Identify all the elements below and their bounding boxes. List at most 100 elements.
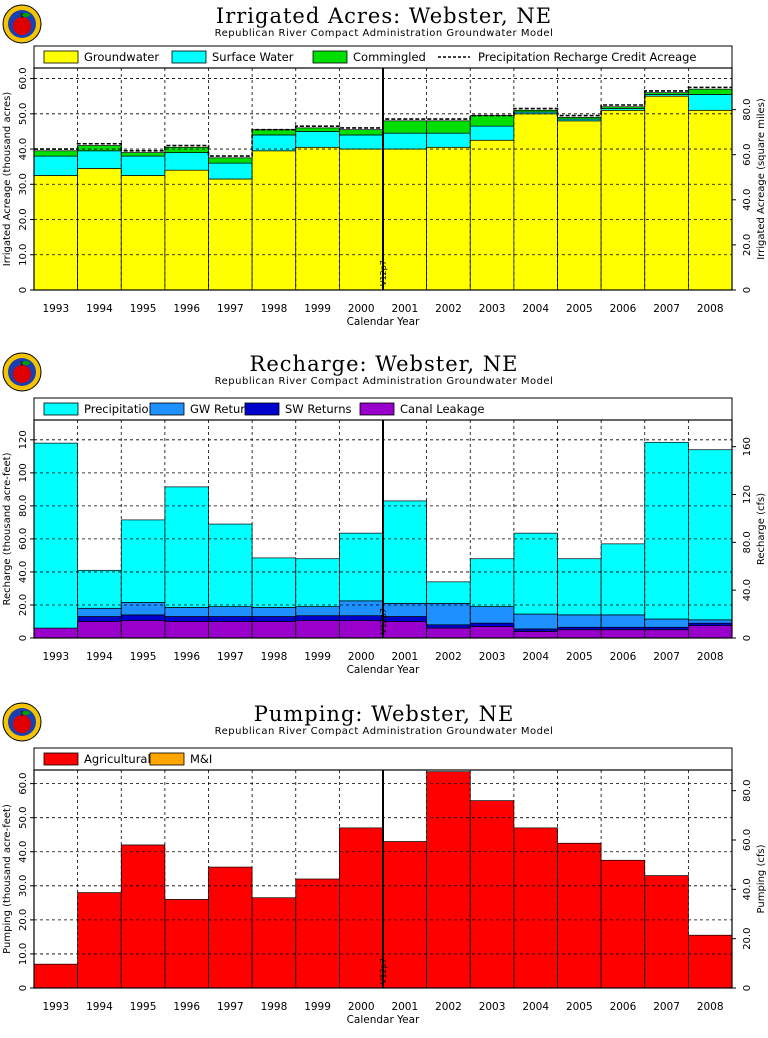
bar-segment (120, 620, 166, 639)
y2-tick-label: 80.0 (742, 98, 753, 120)
bar-segment (120, 519, 166, 603)
model-version-label: V12p7 (379, 958, 388, 984)
x-tick-label: 2003 (479, 651, 506, 663)
x-tick-label: 2007 (653, 1001, 680, 1013)
bar-segment (382, 616, 427, 622)
x-tick-label: 2004 (522, 651, 549, 663)
bar-segment (164, 169, 209, 291)
bar-segment (469, 558, 515, 607)
y-tick-label: 20.0 (18, 594, 29, 616)
recharge-chart: Precipitation GW Returns SW Returns Canal L… (2, 397, 767, 676)
x-tick-label: 1997 (217, 303, 244, 315)
y-axis-label: Irrigated Acreage (thousand acres) (2, 92, 13, 267)
chart-title: Pumping: Webster, NE (253, 702, 515, 726)
chart-subtitle: Republican River Compact Administration … (214, 726, 554, 737)
y-tick-label: 40.0 (18, 841, 29, 863)
bar-segment (251, 621, 297, 639)
apple-logo-icon (2, 352, 42, 392)
x-axis-label: Calendar Year (347, 1014, 420, 1024)
bar-segment (688, 625, 733, 639)
bar-segment (120, 175, 166, 291)
y-tick-label: 20.0 (18, 909, 29, 931)
x-tick-label: 1994 (86, 303, 113, 315)
bar-segment (208, 866, 253, 989)
bar-segment (33, 150, 78, 157)
y-tick-label: 0 (18, 985, 29, 991)
x-tick-label: 2007 (653, 303, 680, 315)
bar-segment (688, 934, 733, 989)
bar-segment (688, 94, 733, 111)
bar-segment (513, 109, 558, 113)
bar-segment (513, 613, 558, 630)
x-tick-label: 1994 (86, 651, 113, 663)
bar-segment (600, 859, 646, 989)
bar-segment (164, 621, 209, 639)
y2-tick-label: 40.0 (742, 189, 753, 211)
bar-segment (688, 622, 733, 626)
bar-segment (513, 631, 558, 639)
bar-segment (426, 132, 471, 148)
bar-segment (426, 120, 471, 134)
bar-segment (600, 106, 646, 109)
bar-segment (120, 844, 166, 989)
bar-segment (382, 500, 427, 604)
bar-segment (33, 155, 78, 176)
y2-tick-label: 0 (742, 635, 753, 641)
bar-segment (382, 120, 427, 134)
recharge-panel: Recharge: Webster, NE Republican River C… (0, 348, 768, 688)
y-tick-label: 50.0 (18, 103, 29, 125)
bar-segment (33, 442, 78, 629)
legend-label: GW Returns (190, 402, 258, 416)
legend-label: SW Returns (285, 402, 351, 416)
x-tick-label: 2008 (697, 651, 724, 663)
bar-segment (557, 629, 602, 639)
bar-segment (644, 626, 689, 631)
bar-segment (426, 581, 471, 604)
y-axis-label: Recharge (thousand acre-feet) (2, 452, 13, 605)
y-tick-label: 100 (18, 463, 29, 482)
x-tick-label: 2003 (479, 1001, 506, 1013)
chart-subtitle: Republican River Compact Administration … (214, 376, 554, 387)
bar-segment (339, 129, 384, 136)
x-tick-label: 2005 (566, 1001, 593, 1013)
y2-tick-label: 40.0 (742, 878, 753, 900)
x-tick-label: 2000 (348, 651, 375, 663)
bar-segment (688, 619, 733, 624)
bar-segment (644, 875, 689, 989)
legend-swatch (43, 752, 79, 766)
y2-tick-label: 120 (742, 485, 753, 504)
x-tick-label: 1997 (217, 651, 244, 663)
bar-segment (251, 897, 297, 989)
bar-segment (339, 600, 384, 617)
y-tick-label: 80.0 (18, 495, 29, 517)
bar-segment (33, 963, 78, 989)
bar-segment (644, 441, 689, 620)
bar-segment (644, 618, 689, 628)
model-version-label: V12p7 (379, 260, 388, 286)
x-tick-label: 2006 (610, 303, 637, 315)
x-tick-label: 2001 (391, 651, 418, 663)
bar-segment (251, 134, 297, 152)
bar-segment (164, 486, 209, 608)
x-tick-label: 2003 (479, 303, 506, 315)
bar-segment (426, 146, 471, 291)
irrigated-acres-panel: Irrigated Acres: Webster, NE Republican … (0, 0, 768, 340)
bar-segment (688, 88, 733, 95)
x-tick-label: 2002 (435, 1001, 462, 1013)
bar-segment (600, 626, 646, 631)
bar-segment (295, 878, 340, 989)
x-tick-label: 1995 (130, 1001, 157, 1013)
x-tick-label: 1995 (130, 651, 157, 663)
x-tick-label: 2000 (348, 1001, 375, 1013)
chart-title: Recharge: Webster, NE (249, 352, 519, 376)
x-tick-label: 2008 (697, 303, 724, 315)
bar-segment (339, 615, 384, 622)
bar-segment (469, 606, 515, 624)
bar-segment (77, 607, 122, 617)
bar-segment (644, 92, 689, 95)
bar-segment (120, 602, 166, 616)
bar-segment (557, 116, 602, 120)
y-tick-label: 30.0 (18, 173, 29, 195)
x-tick-label: 1993 (42, 651, 69, 663)
y-tick-label: 30.0 (18, 875, 29, 897)
